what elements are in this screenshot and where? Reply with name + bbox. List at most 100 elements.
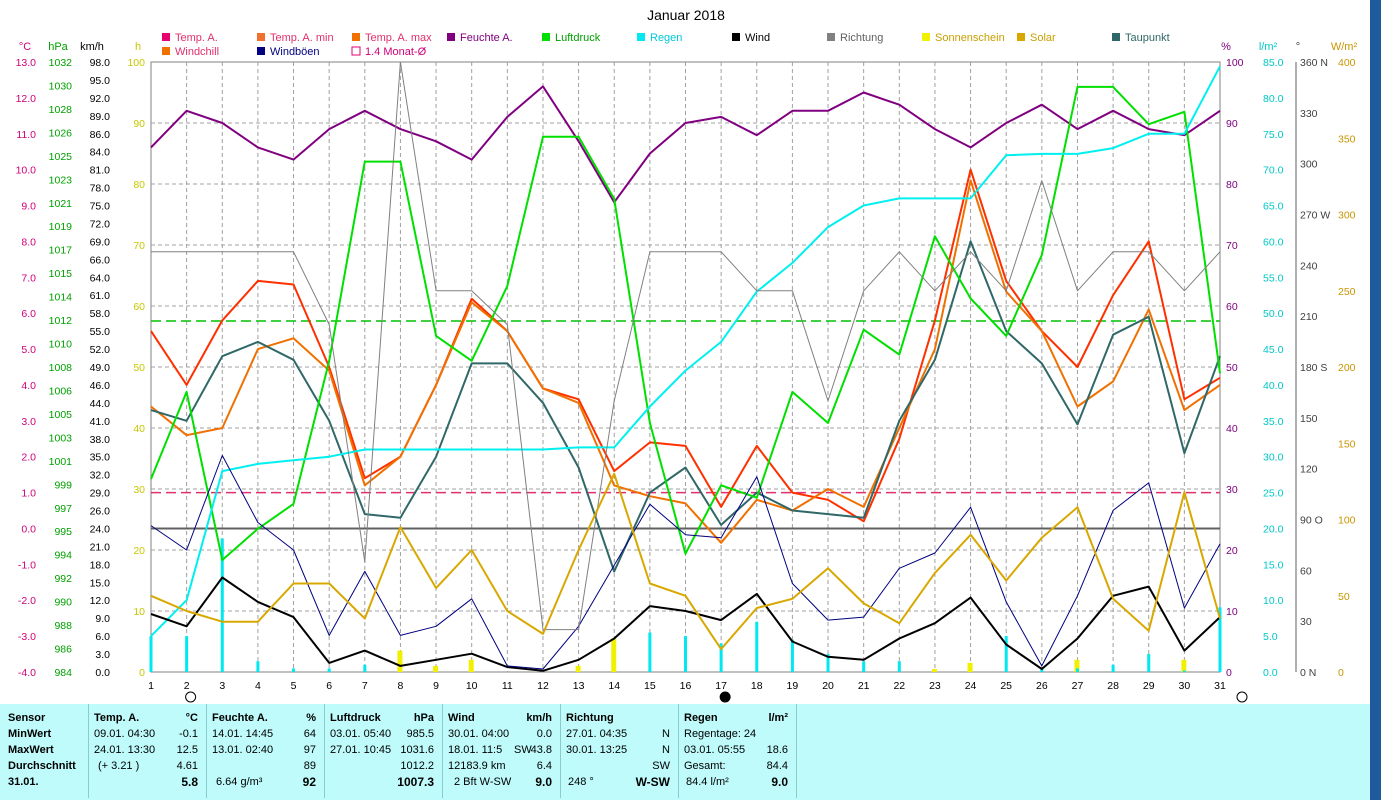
tick-wind: 38.0 [90, 434, 111, 446]
stats-humidity-header: Feuchte A. [212, 712, 268, 724]
tick-direction: 270 W [1300, 210, 1330, 222]
tick-wind: 26.0 [90, 506, 111, 518]
tick-temp: 1.0 [21, 488, 36, 500]
tick-direction: 120 [1300, 464, 1318, 476]
tick-temp: 3.0 [21, 416, 36, 428]
tick-pressure: 1003 [49, 432, 73, 444]
tick-direction: 90 O [1300, 515, 1323, 527]
tick-sun: 70 [133, 240, 145, 252]
legend-label: 1.4 Monat-Ø [365, 46, 427, 58]
tick-direction: 300 [1300, 159, 1318, 171]
tick-sun: 40 [133, 423, 145, 435]
sonnenschein-bar [433, 665, 439, 672]
regen-tag-bar [1004, 636, 1008, 672]
legend-swatch [637, 33, 645, 41]
tick-wind: 41.0 [90, 416, 111, 428]
tick-rain: 65.0 [1263, 201, 1284, 213]
legend-label: Wind [745, 32, 770, 44]
x-tick-label: 11 [502, 680, 513, 692]
chart-title: Januar 2018 [647, 7, 725, 23]
stats-rain-total-label: Gesamt: [684, 760, 726, 772]
sonnenschein-bar [397, 650, 403, 672]
x-tick-label: 25 [1000, 680, 1012, 692]
tick-wind: 55.0 [90, 326, 111, 338]
legend-label: Luftdruck [555, 32, 601, 44]
tick-rain: 10.0 [1263, 595, 1284, 607]
stats-wind-max-time: 18.01. 11:5 [448, 744, 503, 756]
axis-header-temp: °C [19, 41, 31, 53]
legend-swatch [447, 33, 455, 41]
axis-header-pressure: hPa [48, 41, 68, 53]
weather-chart: Januar 2018 Temp. A. Temp. A. min Temp. A. … [16, 7, 1357, 703]
x-tick-label: 26 [1036, 680, 1048, 692]
tick-wind: 61.0 [90, 290, 111, 302]
wind-line [150, 576, 1221, 672]
stats-rain-header: Regen [684, 712, 718, 724]
stats-pressure-today: 1007.3 [397, 775, 434, 789]
tick-wind: 52.0 [90, 344, 111, 356]
stats-direction-max-time: 30.01. 13:25 [566, 744, 628, 756]
x-tick-label: 19 [787, 680, 799, 692]
stats-direction-min-time: 27.01. 04:35 [566, 728, 628, 740]
tick-wind: 46.0 [90, 380, 111, 392]
tick-solar: 400 [1338, 57, 1356, 69]
stats-rain-section: Regen l/m² Regentage: 24 03.01. 05:55 18.6… [678, 704, 797, 798]
tick-rain: 55.0 [1263, 272, 1284, 284]
tick-sun: 10 [133, 606, 145, 618]
tick-sun: 80 [133, 179, 145, 191]
stats-temp-avg-extra: (+ 3.21 ) [98, 760, 140, 772]
tick-wind: 6.0 [95, 631, 110, 643]
tick-temp: 11.0 [16, 129, 36, 141]
stats-direction-today: W-SW [635, 775, 670, 789]
tick-temp: 7.0 [21, 272, 36, 284]
regen-tag-bar [862, 661, 866, 672]
tick-humidity: 0 [1226, 667, 1232, 679]
tick-wind: 69.0 [90, 236, 111, 248]
tick-sun: 50 [133, 362, 145, 374]
regen-tag-bar [1040, 668, 1044, 672]
right-scrollbar[interactable] [1370, 0, 1381, 800]
x-tick-label: 16 [680, 680, 692, 692]
legend-swatch [542, 33, 550, 41]
stats-avg-label: Durchschnitt [8, 760, 76, 772]
legend-label: Windchill [175, 46, 219, 58]
x-tick-label: 15 [644, 680, 656, 692]
legend-label: Temp. A. [175, 32, 218, 44]
tick-wind: 81.0 [90, 165, 111, 177]
tick-pressure: 999 [54, 479, 72, 491]
axis-header-humidity: % [1221, 41, 1231, 53]
tick-rain: 75.0 [1263, 129, 1284, 141]
stats-direction-min-val: N [662, 728, 670, 740]
tick-direction: 150 [1300, 413, 1318, 425]
stats-pressure-header: Luftdruck [330, 712, 381, 724]
tick-solar: 250 [1338, 286, 1356, 298]
x-tick-label: 20 [822, 680, 834, 692]
tick-pressure: 1023 [49, 174, 73, 186]
tick-direction: 0 N [1300, 667, 1316, 679]
tick-wind: 3.0 [95, 649, 110, 661]
stats-wind-min-val: 0.0 [536, 728, 552, 740]
stats-direction-section: Richtung 27.01. 04:35 N 30.01. 13:25 N SW … [560, 704, 679, 798]
legend-swatch [351, 46, 361, 56]
tick-temp: 12.0 [16, 93, 37, 105]
sonnenschein-bar [575, 665, 581, 672]
tick-humidity: 30 [1226, 484, 1238, 496]
tick-pressure: 1032 [49, 57, 73, 69]
legend-swatch [257, 33, 265, 41]
x-tick-label: 8 [398, 680, 404, 692]
stats-humidity-today: 92 [302, 775, 316, 789]
axis-header-sun: h [135, 41, 141, 53]
tick-humidity: 80 [1226, 179, 1238, 191]
tick-sun: 20 [133, 545, 145, 557]
stats-temp-min-val: -0.1 [179, 728, 198, 740]
x-tick-label: 21 [858, 680, 870, 692]
regen-tag-bar [1147, 654, 1151, 672]
tick-pressure: 1025 [49, 151, 73, 163]
stats-min-label: MinWert [8, 728, 52, 740]
stats-pressure-min-val: 985.5 [406, 728, 434, 740]
tick-pressure: 997 [54, 503, 72, 515]
regen-tag-bar [826, 654, 830, 672]
x-tick-label: 30 [1179, 680, 1191, 692]
sonnenschein-bar [1074, 659, 1080, 672]
tick-temp: -3.0 [18, 631, 36, 643]
